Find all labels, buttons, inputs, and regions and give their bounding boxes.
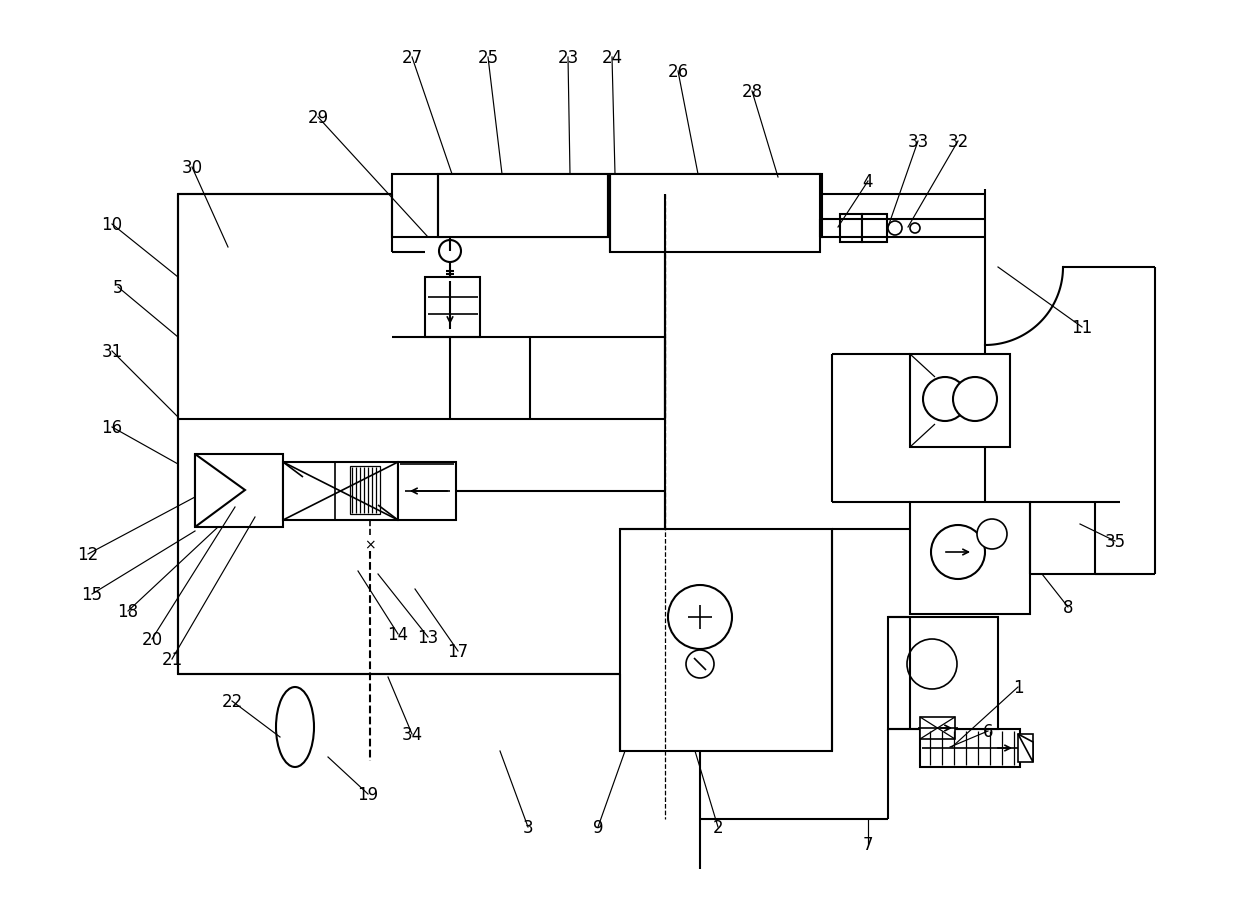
Text: ×: × <box>365 538 376 551</box>
Text: 15: 15 <box>82 585 103 604</box>
Text: 23: 23 <box>557 49 579 67</box>
Text: 30: 30 <box>181 159 202 176</box>
Polygon shape <box>1018 734 1033 762</box>
Bar <box>920 729 1021 767</box>
Text: 2: 2 <box>713 818 723 836</box>
Text: 1: 1 <box>1013 678 1023 697</box>
Text: 26: 26 <box>667 62 688 81</box>
Circle shape <box>906 640 957 689</box>
Text: 21: 21 <box>161 651 182 668</box>
Text: 11: 11 <box>1071 319 1092 336</box>
Bar <box>620 529 832 751</box>
Text: 25: 25 <box>477 49 498 67</box>
Bar <box>438 175 608 238</box>
Bar <box>350 467 379 515</box>
Circle shape <box>954 378 997 422</box>
Text: 7: 7 <box>863 835 873 853</box>
Bar <box>195 455 283 528</box>
Bar <box>920 717 955 739</box>
Text: 19: 19 <box>357 785 378 803</box>
Text: 35: 35 <box>1105 532 1126 550</box>
Circle shape <box>923 378 967 422</box>
Circle shape <box>977 519 1007 550</box>
Bar <box>910 355 1011 448</box>
Text: 22: 22 <box>222 692 243 710</box>
Bar <box>283 462 398 520</box>
Bar <box>610 175 820 253</box>
Circle shape <box>668 585 732 650</box>
Text: 31: 31 <box>102 343 123 360</box>
Text: 33: 33 <box>908 133 929 151</box>
Text: 5: 5 <box>113 278 123 297</box>
Text: 12: 12 <box>77 545 99 563</box>
Text: 34: 34 <box>402 725 423 743</box>
Text: 29: 29 <box>308 108 329 127</box>
Text: 32: 32 <box>947 133 968 151</box>
Text: 16: 16 <box>102 418 123 437</box>
Circle shape <box>931 526 985 579</box>
Circle shape <box>888 221 901 236</box>
Polygon shape <box>195 455 246 528</box>
Text: 8: 8 <box>1063 598 1074 617</box>
Bar <box>179 195 665 675</box>
Circle shape <box>686 651 714 678</box>
Bar <box>1018 734 1033 762</box>
Bar <box>910 503 1030 614</box>
Bar <box>398 462 456 520</box>
Text: 10: 10 <box>102 216 123 233</box>
Text: 3: 3 <box>523 818 533 836</box>
Text: 27: 27 <box>402 49 423 67</box>
Text: 4: 4 <box>863 173 873 191</box>
Bar <box>839 215 862 243</box>
Circle shape <box>439 241 461 263</box>
Text: 20: 20 <box>141 630 162 648</box>
Text: 14: 14 <box>387 625 408 643</box>
Text: 28: 28 <box>742 83 763 101</box>
Text: 24: 24 <box>601 49 622 67</box>
Text: 13: 13 <box>418 629 439 646</box>
Bar <box>425 278 480 337</box>
Text: 18: 18 <box>118 602 139 620</box>
Bar <box>392 175 822 238</box>
Text: 17: 17 <box>448 642 469 660</box>
Text: 9: 9 <box>593 818 603 836</box>
Text: 6: 6 <box>983 722 993 740</box>
Bar <box>862 215 887 243</box>
Circle shape <box>910 223 920 233</box>
Ellipse shape <box>277 687 314 767</box>
Bar <box>888 618 998 729</box>
